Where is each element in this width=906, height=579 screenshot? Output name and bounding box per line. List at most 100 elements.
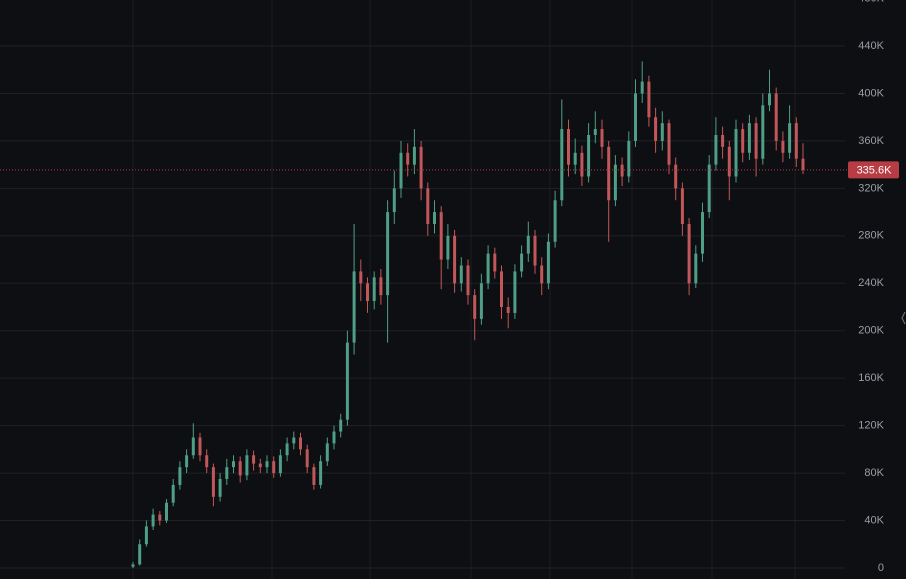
candle-body [593,129,597,135]
candle-body [426,188,430,224]
candle-body [433,212,436,224]
candle-body [647,81,651,118]
price-label: 335.6K [857,164,893,176]
candle-body [205,455,209,468]
candle-body [285,443,289,456]
candle-body [232,461,235,468]
candle-body [345,342,349,420]
candle-body [453,235,457,284]
candle-body [218,479,222,497]
candle-body [386,212,390,296]
candle-body [674,164,678,189]
y-tick-label: 280K [858,230,884,242]
candle-body [439,212,443,260]
time-grid [132,0,796,579]
candle-body [372,277,376,302]
candle-body [312,467,316,485]
candle-body [721,134,725,147]
candle-body [620,164,624,177]
y-tick-label: 240K [858,277,884,289]
candle-body [627,140,631,177]
candle-body [526,235,530,254]
candle-body [513,271,517,313]
candle-body [292,437,296,444]
candle-body [587,134,591,177]
candle-body [794,123,798,159]
y-tick-label: 400K [858,87,884,99]
candle-body [265,461,269,468]
candle-body [446,235,450,260]
candle-body [332,431,336,444]
candle-body [560,129,564,201]
candle-body [352,271,356,343]
candle-body [419,146,423,189]
candle-body [459,265,463,284]
candle-body [319,461,323,485]
candle-body [191,437,195,456]
candle-body [473,295,477,319]
price-label-box [848,161,899,179]
candle-body [158,514,162,521]
candle-body [339,419,343,432]
candle-body [580,152,584,177]
candle-body [680,188,684,224]
candle-body [138,544,142,565]
candle-body [768,93,771,106]
candle-body [466,265,470,296]
candle-body [178,467,182,485]
candle-body [533,235,537,266]
candle-body [359,271,363,284]
candle-body [198,437,202,456]
candle-body [567,129,570,165]
candle-body [714,134,718,165]
candle-body [634,93,637,141]
candle-body [546,241,550,284]
candle-body [754,123,758,159]
y-tick-label: 40K [864,514,884,526]
candle-body [486,253,490,284]
candle-body [788,123,792,153]
candle-body [654,117,658,141]
y-tick-label: 440K [858,40,884,52]
y-tick-label: 120K [858,420,884,432]
candle-body [493,253,497,272]
y-tick-label: 360K [858,135,884,147]
y-tick-label: 0 [878,562,884,574]
candle-body [801,158,805,170]
y-tick-label: 480K [858,0,884,4]
candle-body [707,164,711,213]
candle-body [151,514,155,527]
scroll-handle[interactable] [901,311,906,325]
candle-body [252,455,256,464]
candle-body [238,461,242,476]
candle-body [781,140,785,153]
candle-body [412,146,416,165]
candle-body [406,152,410,165]
candle-body [553,200,557,242]
candle-body [687,223,691,284]
candle-body [506,306,510,313]
candle-body [144,526,148,545]
candle-body [165,502,168,521]
candle-body [245,455,249,476]
candle-body [667,123,671,165]
candle-body [299,437,302,450]
candle-body [305,449,309,468]
candle-body [640,81,644,94]
candle-body [660,123,664,141]
candle-body [607,146,611,201]
candle-body [366,283,369,302]
candle-body [211,467,215,497]
candle-body [520,253,524,272]
candle-body [225,467,229,480]
candle-body [774,93,778,141]
candle-body [600,129,604,147]
candle-body [272,461,276,474]
candle-body [500,271,503,307]
candle-body [540,265,544,284]
candle-body [701,212,704,254]
candle-body [747,123,751,153]
candle-body [741,129,745,153]
candle-body [727,146,731,177]
